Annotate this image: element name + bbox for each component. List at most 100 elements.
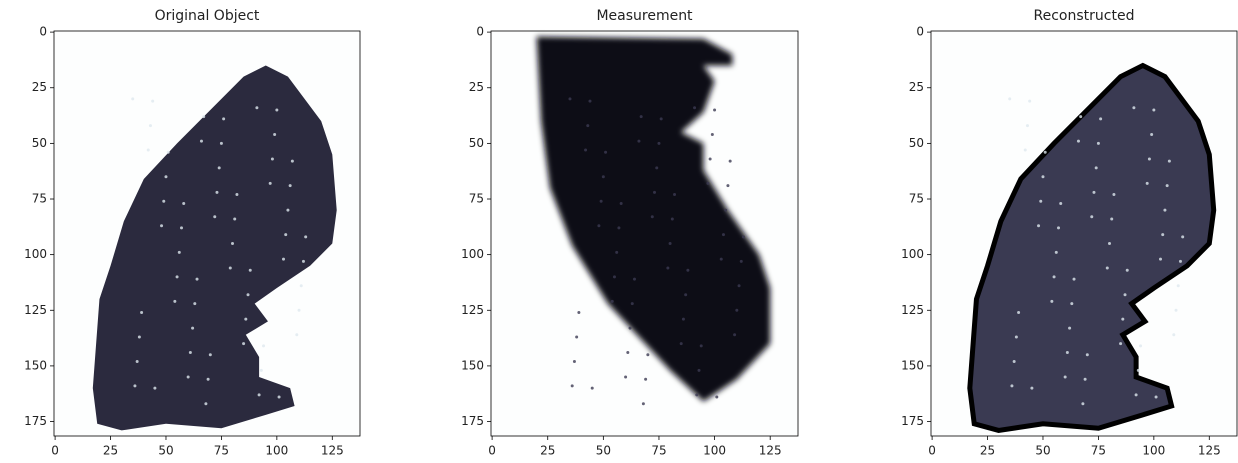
speckle — [1028, 99, 1032, 103]
axes-frame — [53, 30, 361, 437]
speckle — [1176, 284, 1180, 288]
speckle — [301, 259, 305, 263]
speckle — [737, 284, 741, 288]
speckle — [231, 242, 234, 246]
speckle — [653, 190, 657, 194]
speckle — [624, 375, 628, 379]
panel: Original Object 0 25 50 75 100 125 0 25 50 75 100 12… — [24, 8, 361, 458]
speckle — [1050, 299, 1054, 303]
speckle — [686, 268, 690, 272]
x-tick-label: 75 — [1091, 444, 1106, 458]
speckle — [246, 293, 250, 297]
speckle — [164, 175, 168, 179]
y-tick-label: 75 — [32, 192, 47, 206]
speckle — [1163, 208, 1167, 212]
speckle — [1092, 190, 1096, 194]
x-tick-label: 25 — [980, 444, 995, 458]
speckle — [1105, 266, 1109, 270]
speckle — [1023, 148, 1027, 152]
speckle — [1052, 275, 1056, 279]
speckle — [599, 199, 603, 203]
speckle — [1125, 268, 1129, 272]
speckle — [697, 368, 701, 372]
speckle — [180, 226, 183, 230]
speckle — [1134, 393, 1138, 397]
y-tick-label: 0 — [39, 25, 47, 39]
speckle — [641, 402, 645, 406]
y-tick-label: 50 — [909, 136, 924, 150]
speckle — [1008, 97, 1012, 101]
speckle — [708, 157, 712, 161]
speckle — [213, 215, 217, 219]
speckle — [1136, 368, 1140, 372]
speckle — [695, 393, 699, 397]
speckle — [1181, 235, 1185, 239]
speckle — [188, 351, 192, 355]
speckle — [242, 342, 246, 346]
speckle — [248, 268, 252, 272]
speckle — [140, 310, 144, 314]
speckle — [1012, 359, 1016, 363]
speckle — [1121, 317, 1125, 321]
y-tick-label: 50 — [32, 136, 47, 150]
speckle — [131, 97, 135, 101]
speckle — [286, 208, 290, 212]
axes-frame — [930, 30, 1238, 437]
speckle — [1059, 201, 1063, 205]
speckle — [1037, 224, 1041, 228]
speckle — [204, 402, 208, 406]
speckle — [628, 326, 632, 330]
speckle — [706, 181, 710, 185]
speckle — [1041, 175, 1045, 179]
speckle — [186, 375, 190, 379]
speckle — [262, 344, 266, 348]
speckle — [182, 201, 186, 205]
speckle — [1081, 402, 1085, 406]
speckle — [1139, 344, 1143, 348]
y-tick-label: 150 — [461, 358, 484, 372]
speckle — [1070, 302, 1074, 306]
image-region — [536, 36, 771, 402]
speckle — [215, 190, 219, 194]
speckle — [1150, 132, 1154, 136]
speckle — [726, 184, 730, 188]
speckle — [270, 157, 274, 161]
speckle — [160, 224, 164, 228]
speckle — [586, 124, 590, 128]
speckle — [1010, 384, 1014, 388]
x-tick-label: 125 — [321, 444, 344, 458]
speckle — [612, 275, 616, 279]
speckle — [288, 184, 292, 188]
speckle — [133, 384, 137, 388]
speckle — [1068, 326, 1072, 330]
speckle — [724, 208, 728, 212]
speckle — [1065, 351, 1069, 355]
panel-title: Reconstructed — [1034, 8, 1135, 24]
y-tick-label: 0 — [916, 25, 924, 39]
speckle — [1063, 375, 1067, 379]
speckle — [668, 242, 672, 246]
speckle — [1172, 333, 1176, 337]
speckle — [693, 106, 697, 110]
axes-frame — [490, 30, 799, 437]
speckle — [1096, 141, 1100, 145]
speckle — [710, 132, 714, 136]
speckle — [268, 181, 272, 185]
speckle — [1090, 215, 1094, 219]
speckle — [153, 386, 157, 390]
y-tick-label: 100 — [461, 247, 484, 261]
speckle — [650, 215, 654, 219]
speckle — [1161, 233, 1165, 237]
image-region — [92, 65, 337, 431]
speckle — [1152, 108, 1156, 112]
speckle — [1083, 377, 1087, 381]
speckle — [1099, 117, 1103, 121]
speckle — [1108, 242, 1111, 246]
speckle — [1054, 250, 1058, 254]
panel: Reconstructed 0 25 50 75 100 125 0 25 50 75 100 125 1… — [901, 8, 1238, 458]
speckle — [1094, 166, 1098, 170]
y-tick-label: 150 — [901, 358, 924, 372]
speckle — [601, 175, 605, 179]
image-region — [969, 65, 1214, 431]
speckle — [597, 224, 601, 228]
